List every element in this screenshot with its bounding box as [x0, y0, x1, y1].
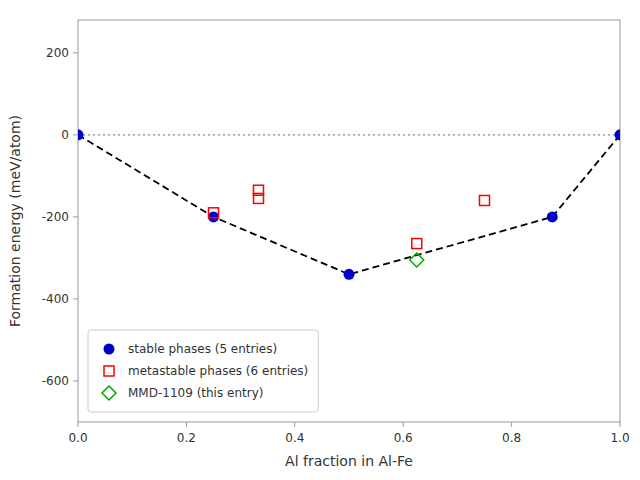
legend-box — [88, 330, 318, 412]
x-axis-label: Al fraction in Al-Fe — [285, 453, 413, 469]
axes: 0.0 0.2 0.4 0.6 0.8 1.0 200 0 -200 -400 -600 — [42, 46, 630, 445]
y-tick-label: -600 — [42, 374, 69, 388]
legend-label: MMD-1109 (this entry) — [128, 386, 263, 400]
reference-line — [78, 134, 620, 135]
y-tick-label: 0 — [61, 128, 69, 142]
y-axis-label: Formation energy (meV/atom) — [7, 115, 23, 327]
chart: 0.0 0.2 0.4 0.6 0.8 1.0 200 0 -200 -400 -600 Al fra… — [0, 0, 640, 480]
x-tick — [620, 422, 621, 427]
legend-swatch — [104, 366, 114, 376]
point — [78, 129, 84, 140]
y-tick-label: -400 — [42, 292, 69, 306]
x-tick-label: 0.8 — [502, 431, 521, 445]
x-tick-label: 0.0 — [68, 431, 87, 445]
legend: stable phases (5 entries) metastable phas… — [88, 330, 318, 412]
y-tick — [73, 298, 78, 299]
scatter-series — [410, 253, 424, 267]
page: {"chart_data": { "type": "scatter", "xla… — [0, 0, 640, 480]
point — [412, 239, 422, 249]
legend-swatch — [104, 344, 115, 355]
plot-area — [78, 129, 620, 279]
point — [480, 195, 490, 205]
legend-label: stable phases (5 entries) — [128, 342, 277, 356]
legend-swatch — [102, 386, 116, 400]
x-tick — [78, 422, 79, 427]
y-tick — [73, 134, 78, 135]
point — [615, 129, 621, 140]
point — [344, 269, 355, 280]
hull-line — [78, 135, 620, 274]
scatter-series — [78, 129, 620, 279]
point — [410, 253, 424, 267]
x-tick-label: 0.6 — [394, 431, 413, 445]
plot-frame — [78, 20, 620, 422]
line-series — [78, 135, 620, 274]
y-tick-label: 200 — [46, 46, 69, 60]
x-tick — [511, 422, 512, 427]
x-tick — [186, 422, 187, 427]
y-tick-label: -200 — [42, 210, 69, 224]
y-tick — [73, 216, 78, 217]
y-tick — [73, 52, 78, 53]
point — [547, 211, 558, 222]
x-tick — [403, 422, 404, 427]
point — [209, 208, 219, 218]
point — [208, 211, 219, 222]
legend-label: metastable phases (6 entries) — [128, 364, 308, 378]
point — [253, 193, 263, 203]
x-tick-label: 0.4 — [285, 431, 304, 445]
x-tick — [294, 422, 295, 427]
scatter-series — [209, 185, 490, 248]
y-tick — [73, 380, 78, 381]
x-tick-label: 1.0 — [610, 431, 629, 445]
x-tick-label: 0.2 — [177, 431, 196, 445]
